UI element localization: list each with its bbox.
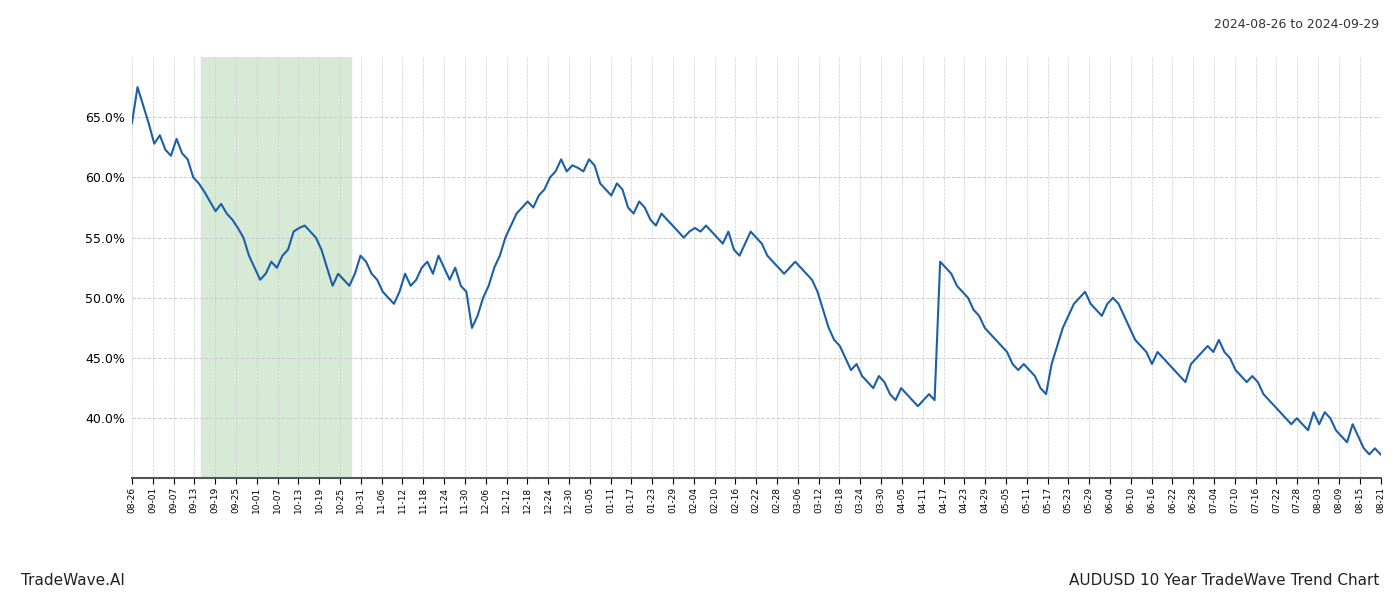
Bar xyxy=(202,57,351,478)
Text: AUDUSD 10 Year TradeWave Trend Chart: AUDUSD 10 Year TradeWave Trend Chart xyxy=(1068,573,1379,588)
Text: 2024-08-26 to 2024-09-29: 2024-08-26 to 2024-09-29 xyxy=(1214,18,1379,31)
Text: TradeWave.AI: TradeWave.AI xyxy=(21,573,125,588)
